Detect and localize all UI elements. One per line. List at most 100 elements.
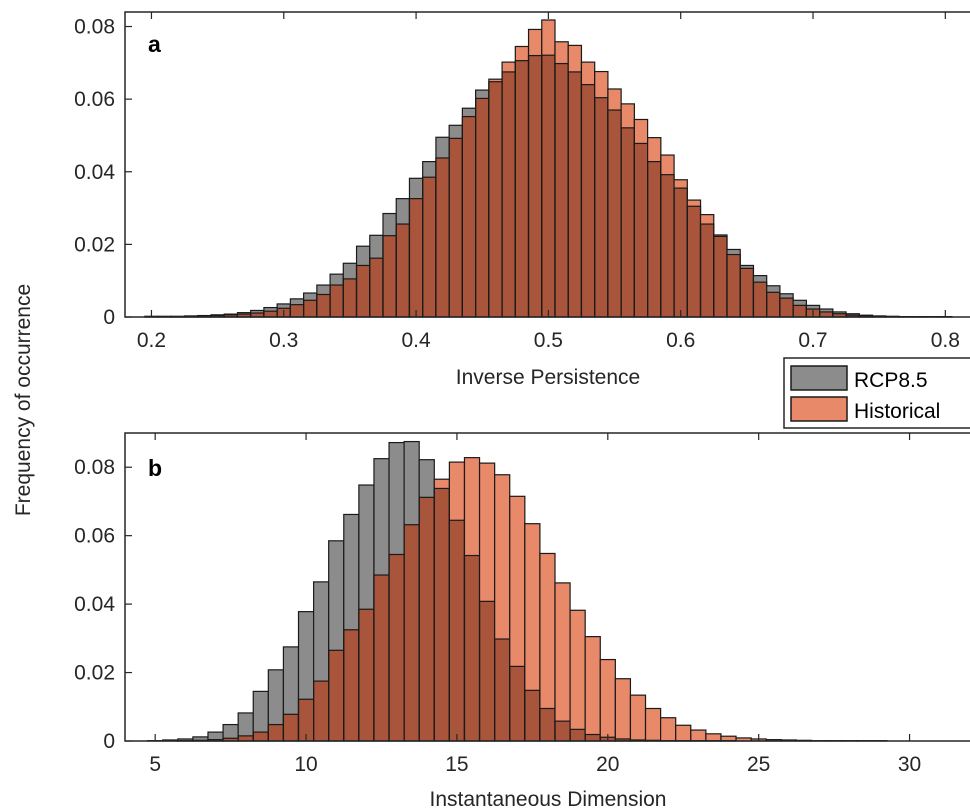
- panel-a-bar-excess: [687, 200, 701, 207]
- panel-b-bar-overlap: [373, 575, 390, 741]
- panel-a-bar-overlap: [594, 97, 608, 317]
- panel-b-bar-excess: [404, 441, 420, 525]
- panel-a-bar-excess: [621, 103, 635, 128]
- panel-b-bar-excess: [524, 523, 540, 691]
- panel-a-bar-overlap: [660, 174, 675, 317]
- panel-a-bar-overlap: [647, 161, 661, 317]
- panel-a-bar-overlap: [779, 298, 794, 317]
- shared-ylabel: Frequency of occurrence: [12, 284, 35, 516]
- panel-a-ytick-label: 0.04: [74, 161, 115, 184]
- panel-a-bar-excess: [832, 311, 847, 314]
- panel-a-bar-overlap: [753, 282, 767, 317]
- panel-b-xtick-label: 5: [149, 753, 161, 776]
- panel-b-bar-excess: [479, 463, 495, 602]
- panel-b-bar-excess: [570, 610, 586, 730]
- panel-b-bar-excess: [630, 695, 646, 740]
- panel-b-axes-box: [124, 432, 970, 742]
- panel-a-bar-excess: [383, 213, 397, 236]
- panel-a-bar-excess: [647, 137, 661, 162]
- panel-a-bar-excess: [277, 303, 291, 309]
- panel-b-bar-excess: [539, 553, 555, 709]
- panel-b-bar-excess: [283, 646, 299, 715]
- panel-b-bar-overlap: [615, 738, 631, 741]
- panel-a-histogram: 0.2 0.3 0.4 0.5 0.6 0.7 0.8 0 0.02 0.04 0.06 0.08 a…: [74, 11, 970, 389]
- panel-b-bar-overlap: [253, 732, 269, 741]
- panel-a-bar-overlap: [607, 110, 622, 317]
- panel-a-bar-excess: [607, 88, 622, 111]
- panel-a-bar-overlap: [250, 313, 264, 317]
- panel-a-bar-overlap: [674, 188, 688, 317]
- panel-b-ytick-label: 0.04: [74, 593, 115, 616]
- panel-a-bar-excess: [753, 275, 767, 283]
- legend-label-historical: Historical: [854, 400, 940, 423]
- panel-a-bar-overlap: [488, 81, 503, 318]
- panel-a-bar-excess: [674, 179, 688, 189]
- panel-b-bar-overlap: [494, 639, 510, 741]
- panel-a-xtick-label: 0.6: [666, 329, 695, 352]
- panel-a-xtick-label: 0.4: [401, 329, 431, 352]
- panel-a-bar-excess: [727, 249, 741, 255]
- panel-b-bar-overlap: [328, 650, 344, 741]
- panel-b-ytick-label: 0.02: [74, 662, 115, 685]
- panel-b-bar-overlap: [464, 555, 480, 741]
- panel-b-bar-excess: [600, 659, 616, 738]
- panel-b-bar-excess: [313, 581, 329, 682]
- panel-b-bar-excess: [358, 485, 374, 610]
- panel-b-bar-excess: [494, 474, 510, 640]
- panel-a-xtick-label: 0.8: [931, 329, 960, 352]
- panel-b-xtick-label: 10: [294, 753, 317, 776]
- panel-a-bar-overlap: [422, 177, 436, 317]
- panel-b-label: b: [148, 455, 162, 481]
- panel-b-bar-overlap: [585, 734, 601, 741]
- panel-a-bar-overlap: [700, 224, 714, 317]
- panel-a-bar-excess: [462, 108, 476, 117]
- panel-a-bar-excess: [555, 41, 569, 64]
- panel-b-ytick-label: 0: [103, 730, 115, 753]
- panel-b-bar-excess: [389, 442, 405, 555]
- panel-b-bar-overlap: [389, 554, 405, 741]
- panel-a-bar-excess: [634, 119, 648, 144]
- panel-b-bar-overlap: [434, 488, 450, 741]
- panel-b-bar-overlap: [223, 738, 239, 741]
- panel-a-xtick-label: 0.7: [798, 329, 827, 352]
- panel-b-bar-overlap: [479, 601, 495, 741]
- panel-a-bar-excess: [449, 125, 463, 139]
- legend: RCP8.5 Historical: [783, 357, 970, 429]
- panel-a-bar-excess: [409, 178, 423, 199]
- panel-b-bar-excess: [343, 514, 359, 630]
- panel-b-ticks: 5 10 15 20 25 30 0 0.02 0.04 0.06 0.08: [74, 433, 921, 776]
- panel-a-bar-overlap: [740, 268, 754, 317]
- panel-b-bar-overlap: [419, 497, 435, 741]
- panel-a-label: a: [148, 31, 161, 57]
- panel-a-bar-excess: [766, 285, 780, 293]
- panel-b-bar-excess: [434, 479, 450, 489]
- panel-a-bar-excess: [330, 274, 344, 286]
- panel-a-bar-excess: [343, 263, 357, 279]
- panel-a-bar-excess: [502, 62, 516, 72]
- panel-a-xlabel: Inverse Persistence: [456, 366, 640, 389]
- panel-a-bar-overlap: [316, 294, 331, 317]
- panel-a-bar-excess: [435, 137, 450, 158]
- panel-a-bar-excess: [488, 79, 503, 82]
- panel-b-bar-overlap: [313, 681, 329, 741]
- panel-a-bar-overlap: [237, 314, 251, 317]
- panel-a-bar-overlap: [832, 313, 847, 317]
- panel-b-bar-overlap: [238, 735, 254, 741]
- panel-a-bar-overlap: [343, 278, 357, 318]
- panel-a-bar-excess: [713, 234, 727, 237]
- panel-a-bar-excess: [806, 305, 820, 310]
- panel-b-bar-excess: [298, 611, 314, 700]
- panel-b-bar-overlap: [343, 629, 359, 741]
- panel-a-bar-excess: [263, 307, 278, 312]
- panel-a-bar-excess: [541, 19, 555, 56]
- panel-b-ytick-label: 0.06: [74, 525, 115, 548]
- panel-b-xlabel: Instantaneous Dimension: [430, 788, 667, 810]
- panel-a-bar-overlap: [356, 265, 370, 317]
- panel-a-bar-overlap: [846, 315, 860, 317]
- panel-a-bar-excess: [779, 293, 794, 299]
- panel-a-bar-overlap: [383, 235, 397, 317]
- panel-a-bar-overlap: [475, 98, 489, 317]
- panel-a-bar-excess: [475, 90, 489, 99]
- panel-a-bar-excess: [396, 198, 410, 225]
